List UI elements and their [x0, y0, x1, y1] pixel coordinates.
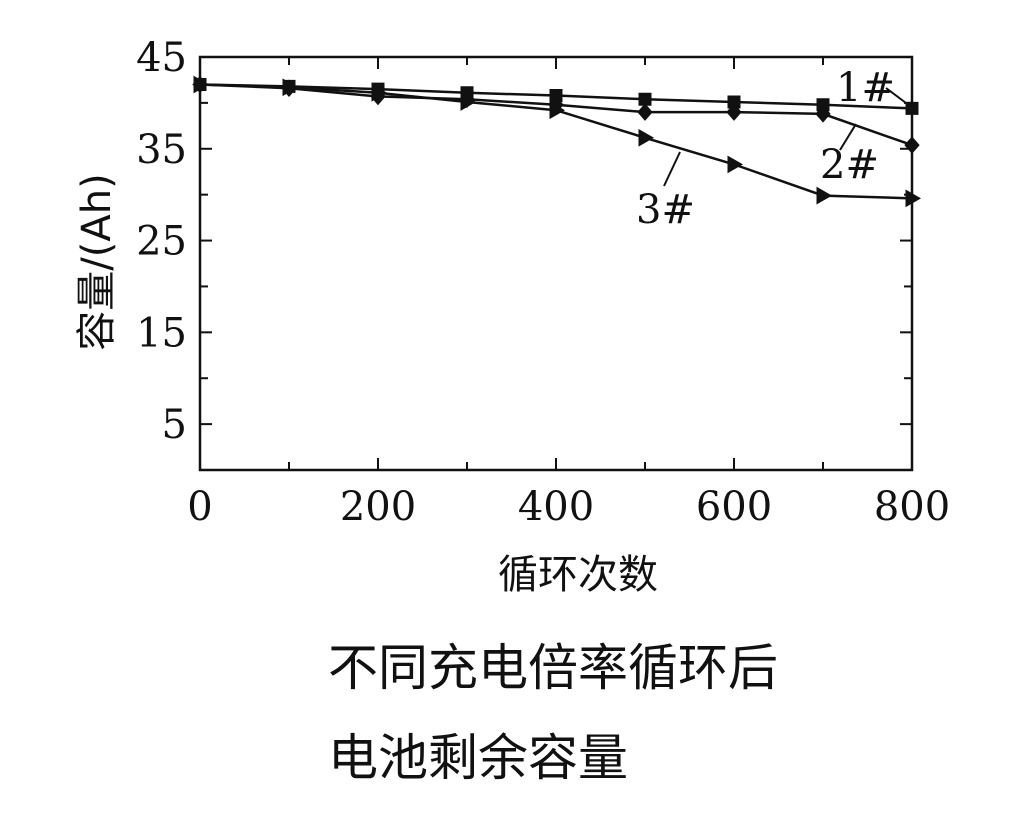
- data-series: [192, 75, 922, 208]
- series-leader-2: [839, 123, 857, 151]
- series-label-3: 3#: [636, 187, 695, 233]
- plot-frame: [198, 55, 914, 472]
- series-1-point: [549, 89, 563, 103]
- y-tick-label: 5: [162, 402, 187, 448]
- x-tick-label: 600: [696, 484, 772, 530]
- y-tick-label: 15: [136, 310, 187, 356]
- series-leader-1: [885, 87, 907, 104]
- y-tick-label: 45: [136, 35, 187, 81]
- x-axis-title: 循环次数: [498, 552, 658, 598]
- series-3-point: [727, 155, 744, 174]
- y-tick-label: 35: [136, 127, 187, 173]
- series-3-point: [816, 186, 833, 205]
- series-1-point: [905, 101, 919, 115]
- axis-ticks: [199, 56, 913, 471]
- series-3-point: [193, 75, 210, 94]
- series-3-point: [549, 101, 566, 120]
- series-1-point: [816, 98, 830, 112]
- tick-labels: 0 200 400 600 800 5 15 25 35 45: [136, 35, 950, 530]
- figure-caption-line-2: 电池剩余容量: [328, 729, 628, 787]
- series-3-point: [460, 93, 477, 111]
- series-3-point: [638, 128, 655, 147]
- series-1-point: [638, 92, 652, 106]
- series-3-point: [371, 83, 388, 102]
- x-tick-label: 800: [874, 484, 950, 530]
- y-axis-title: 容量/(Ah): [74, 173, 120, 350]
- series-2-point: [637, 103, 653, 121]
- series-leader-3: [663, 151, 681, 187]
- x-tick-label: 200: [340, 484, 416, 530]
- x-tick-label: 0: [187, 484, 212, 530]
- series-3-point: [282, 78, 299, 97]
- x-tick-label: 400: [518, 484, 594, 530]
- series-1-point: [727, 95, 741, 109]
- series-2-point: [726, 103, 742, 121]
- series-2-point: [815, 105, 831, 123]
- series-label-2: 2#: [820, 142, 879, 188]
- figure-caption-line-1: 不同充电倍率循环后: [328, 639, 778, 697]
- capacity-chart: 0 200 400 600 800 5 15 25 35 45 循环次数 容量/(Ah) 1# 2…: [74, 35, 950, 598]
- series-label-leaders: [663, 87, 907, 187]
- y-tick-label: 25: [136, 219, 187, 265]
- series-3-point: [905, 189, 922, 208]
- series-2-point: [904, 136, 920, 154]
- series-label-1: 1#: [836, 65, 895, 111]
